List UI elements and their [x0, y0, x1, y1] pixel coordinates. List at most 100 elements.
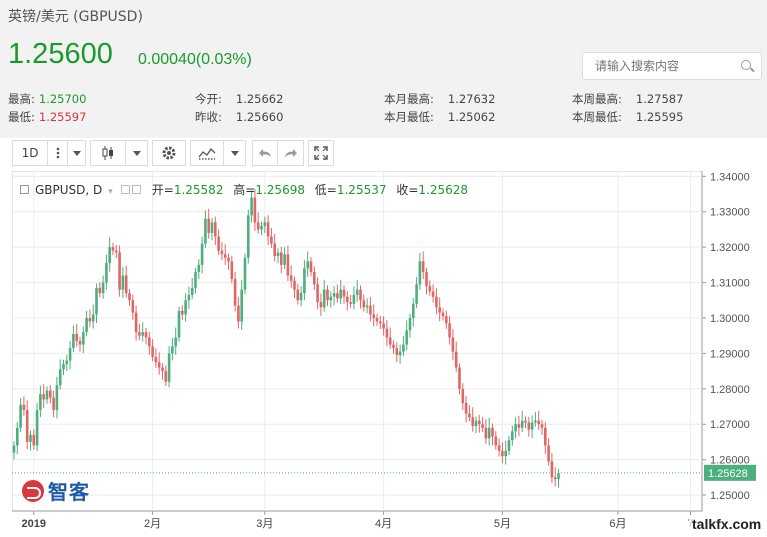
- y-tick-label: 1.26000: [710, 455, 750, 467]
- candle-body: [369, 305, 372, 315]
- candle-body: [342, 289, 346, 297]
- candle-body: [72, 333, 75, 349]
- candle-body: [12, 445, 16, 453]
- candle-body: [418, 261, 422, 285]
- stat-open: 今开: 1.25662: [195, 92, 284, 106]
- interval-button[interactable]: 1D: [12, 140, 48, 166]
- candle-body: [478, 420, 481, 425]
- candle-body: [303, 268, 306, 294]
- candle-body: [118, 252, 121, 290]
- candle-body: [527, 422, 531, 430]
- candle-body: [148, 337, 151, 347]
- candle-body: [501, 450, 504, 457]
- candle-body: [227, 257, 230, 262]
- candle-body: [451, 337, 455, 352]
- candle-body: [524, 420, 527, 423]
- redo-icon[interactable]: [278, 140, 304, 166]
- candle-body: [49, 390, 52, 398]
- search-icon[interactable]: [741, 60, 751, 70]
- candle-body: [286, 254, 290, 276]
- candle-body: [45, 390, 49, 400]
- candle-body: [68, 348, 72, 361]
- chevron-down-icon[interactable]: [126, 140, 148, 166]
- price-chart[interactable]: 1.25000 1.26000 1.27000 1.28000 1.29000 1.300…: [11, 170, 767, 537]
- candle-body: [441, 312, 445, 317]
- chevron-down-icon[interactable]: [68, 140, 86, 166]
- more-vertical-icon[interactable]: [48, 140, 68, 166]
- candle-body: [276, 252, 280, 256]
- candle-body: [346, 296, 349, 303]
- candle-body: [431, 291, 435, 297]
- last-price-tag: [704, 464, 756, 481]
- x-tick-label: 2月: [144, 518, 161, 530]
- candle-body: [289, 275, 293, 281]
- candle-body: [395, 348, 399, 356]
- chevron-down-icon[interactable]: [224, 140, 246, 166]
- y-tick-label: 1.34000: [710, 171, 750, 183]
- candle-body: [95, 287, 98, 315]
- candle-body: [128, 293, 131, 301]
- candle-body: [204, 218, 207, 244]
- collapse-icon[interactable]: [20, 185, 29, 194]
- candle-body: [39, 394, 42, 411]
- candle-body: [111, 247, 115, 251]
- candle-body: [42, 394, 45, 400]
- candle-body: [280, 252, 283, 265]
- visibility-icon[interactable]: [120, 185, 130, 194]
- candle-body: [355, 289, 359, 295]
- search-input[interactable]: [582, 52, 762, 80]
- candle-body: [91, 314, 95, 322]
- gear-icon[interactable]: [152, 140, 186, 166]
- candle-body: [101, 282, 105, 294]
- candle-body: [497, 445, 501, 451]
- stat-prev-close: 昨收: 1.25660: [195, 110, 284, 124]
- candle-body: [78, 341, 82, 345]
- settings-icon[interactable]: [131, 185, 141, 194]
- candle-body: [471, 417, 474, 426]
- candle-body: [217, 236, 220, 251]
- current-price: 1.25600: [8, 38, 113, 70]
- candle-body: [19, 404, 22, 428]
- candle-body: [352, 294, 356, 304]
- candle-body: [197, 264, 201, 272]
- fullscreen-icon[interactable]: [308, 140, 334, 166]
- candle-body: [55, 385, 59, 411]
- stat-low: 最低: 1.25597: [8, 110, 87, 124]
- candle-body: [379, 321, 382, 324]
- candle-body: [487, 427, 491, 439]
- candle-body: [247, 215, 250, 258]
- brand-logo: 智客: [22, 476, 90, 505]
- candle-body: [402, 344, 405, 352]
- indicator-icon[interactable]: [190, 140, 224, 166]
- stat-month-high: 本月最高: 1.27632: [384, 92, 496, 106]
- candle-body: [35, 410, 39, 446]
- candle-body: [372, 314, 375, 318]
- candle-body: [65, 360, 69, 365]
- candle-body: [250, 197, 253, 216]
- candle-body: [164, 371, 168, 382]
- symbol-dropdown-icon[interactable]: ▾: [108, 187, 113, 197]
- x-tick-label: 4月: [375, 518, 392, 530]
- candle-body: [181, 310, 184, 315]
- candle-body: [362, 300, 366, 308]
- candle-body: [491, 427, 494, 437]
- candle-body: [511, 431, 514, 441]
- candle-body: [313, 271, 316, 285]
- candle-body: [105, 263, 108, 283]
- candle-body: [115, 250, 118, 253]
- candle-body: [184, 300, 187, 315]
- candle-body: [88, 317, 92, 322]
- y-tick-label: 1.28000: [710, 384, 750, 396]
- candle-body: [547, 445, 550, 462]
- candle-body: [553, 477, 557, 480]
- candle-body: [544, 427, 547, 446]
- undo-icon[interactable]: [252, 140, 278, 166]
- candle-body: [293, 280, 296, 290]
- candle-body: [507, 440, 511, 451]
- candlestick-chart[interactable]: 1.25000 1.26000 1.27000 1.28000 1.29000 1.300…: [11, 170, 767, 537]
- candle-body: [514, 424, 517, 432]
- legend-open-value: 1.25582: [173, 183, 224, 197]
- candlestick-icon[interactable]: [90, 140, 126, 166]
- candle-body: [375, 317, 379, 322]
- candle-body: [200, 243, 204, 265]
